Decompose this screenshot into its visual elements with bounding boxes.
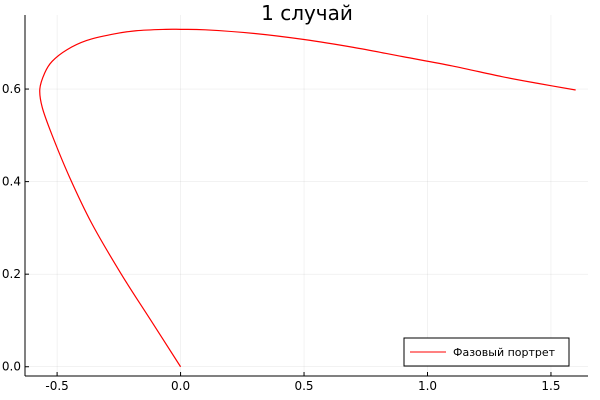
x-tick-label: 0.5: [294, 379, 313, 393]
chart-title: 1 случай: [261, 1, 353, 25]
x-axis-ticks: -0.5 0.0 0.5 1.0 1.5: [45, 372, 561, 393]
y-tick-label: 0.4: [2, 175, 21, 189]
y-axis-ticks: 0.0 0.2 0.4 0.6: [2, 82, 29, 374]
series-layer: [39, 28, 576, 368]
legend: Фазовый портрет: [403, 337, 570, 367]
series-line-0: [39, 28, 576, 368]
axes: [24, 15, 588, 377]
x-tick-label: -0.5: [45, 379, 68, 393]
grid-lines: [25, 15, 588, 376]
y-tick-label: 0.6: [2, 82, 21, 96]
x-tick-label: 1.5: [541, 379, 560, 393]
y-tick-label: 0.2: [2, 267, 21, 281]
x-tick-label: 1.0: [418, 379, 437, 393]
y-tick-label: 0.0: [2, 360, 21, 374]
legend-label: Фазовый портрет: [453, 346, 556, 359]
x-tick-label: 0.0: [171, 379, 190, 393]
